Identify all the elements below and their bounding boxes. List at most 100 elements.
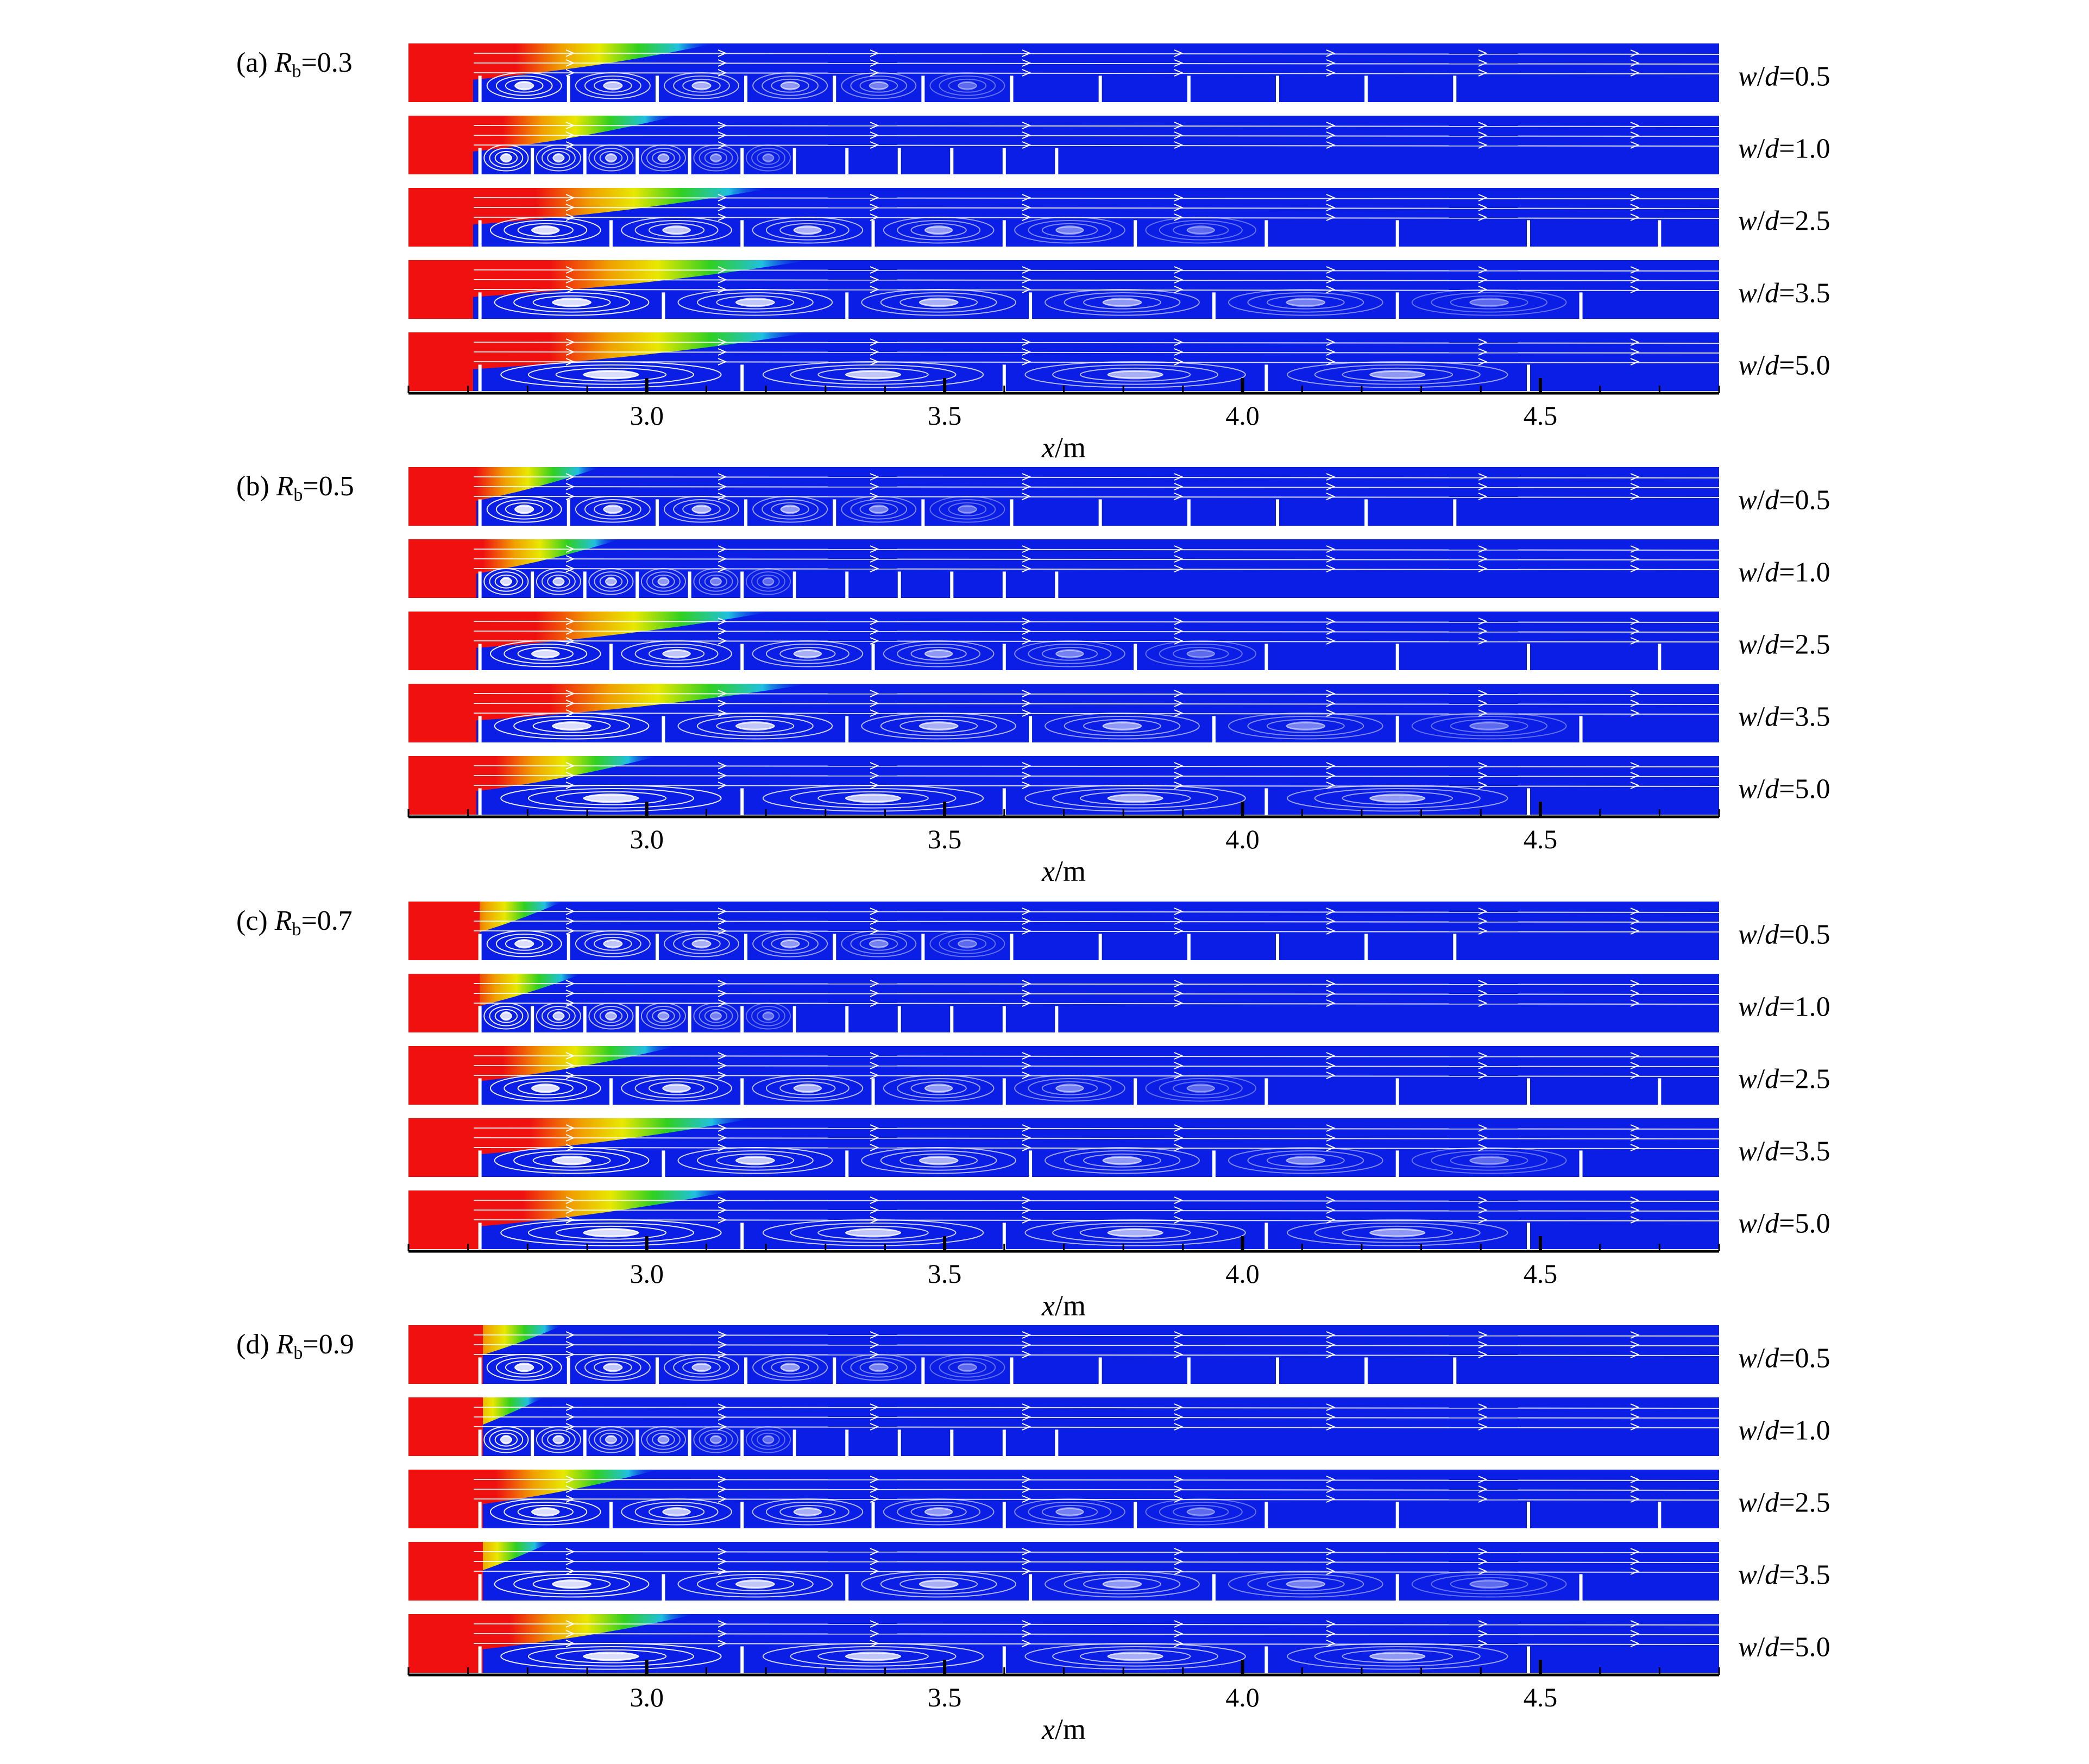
baffle xyxy=(792,571,796,598)
vortex-streamline xyxy=(1342,1225,1454,1240)
flow-arrow xyxy=(718,204,727,211)
baffle xyxy=(1453,75,1457,102)
vortex-streamline xyxy=(1228,713,1383,740)
flow-arrow xyxy=(718,122,727,129)
baffle xyxy=(531,1429,534,1456)
baffle xyxy=(792,1429,796,1456)
flow-arrow xyxy=(1022,637,1031,645)
flow-arrow xyxy=(870,999,879,1007)
flow-arrow xyxy=(565,266,575,274)
vortex-streamline xyxy=(762,1435,775,1444)
row-label: w/d=2.5 xyxy=(1738,1063,1830,1094)
flow-arrow xyxy=(1630,1640,1640,1647)
baffle xyxy=(833,499,836,526)
vortex-streamline xyxy=(765,219,850,241)
flow-arrow xyxy=(870,709,879,717)
flow-arrow xyxy=(1478,908,1488,915)
vortex-core xyxy=(869,939,888,949)
source-region xyxy=(408,332,473,391)
vortex-streamline xyxy=(779,1504,836,1519)
flow-arrow xyxy=(1478,1052,1488,1060)
flow-arrow xyxy=(1022,990,1031,997)
vortex-core xyxy=(603,939,622,949)
baffle xyxy=(609,1078,613,1105)
vortex-streamline xyxy=(762,933,819,954)
flow-arrow xyxy=(718,772,727,779)
vortex-streamline xyxy=(1028,1078,1112,1099)
vortex-streamline xyxy=(699,571,733,592)
vortex-streamline xyxy=(771,936,809,951)
flow-arrow xyxy=(870,1630,879,1637)
vortex-streamline xyxy=(1186,1084,1216,1092)
x-tick-label: 4.5 xyxy=(1524,1682,1558,1712)
vortex-core xyxy=(845,1652,901,1661)
baffle xyxy=(1275,934,1279,960)
baffle xyxy=(1527,644,1531,670)
flow-arrow xyxy=(1478,1062,1488,1069)
plume-gradient xyxy=(408,260,810,319)
flow-arrow xyxy=(870,194,879,201)
baffle xyxy=(897,1429,901,1456)
vortex-streamline xyxy=(547,1009,570,1023)
flow-arrow xyxy=(718,1423,727,1431)
flow-arrow xyxy=(1326,637,1336,645)
vortex-streamline xyxy=(646,1005,681,1026)
vortex-streamline xyxy=(869,81,889,90)
flow-arrow xyxy=(1478,204,1488,211)
flow-arrow xyxy=(565,141,575,149)
flow-arrow xyxy=(1174,618,1184,625)
vortex-streamline xyxy=(517,646,574,661)
x-axis-title: x/m xyxy=(1041,1289,1086,1322)
panel-b: (b) Rb=0.5 w/d=0.5 w/d=1.0 w/d=2.5 w/d=3.5 w/… xyxy=(236,467,1830,887)
vortex-core xyxy=(1286,298,1325,307)
baffle xyxy=(871,644,875,670)
panel-c: (c) Rb=0.7 w/d=0.5 w/d=1.0 w/d=2.5 w/d=3.5 w/… xyxy=(236,902,1830,1322)
flow-arrow xyxy=(1022,204,1031,211)
baffle xyxy=(740,1078,744,1105)
plume-gradient xyxy=(408,684,810,742)
baffle xyxy=(1579,292,1583,319)
flow-arrow xyxy=(1174,690,1184,697)
vortex-core xyxy=(515,1363,534,1372)
flow-arrow xyxy=(1326,545,1336,553)
vortex-streamline xyxy=(765,643,850,664)
vortex-streamline xyxy=(527,788,694,809)
row-label: w/d=0.5 xyxy=(1738,61,1830,92)
vortex-streamline xyxy=(850,75,908,96)
flow-arrow xyxy=(1630,772,1640,779)
baffle xyxy=(1264,644,1268,670)
baffle xyxy=(845,1006,849,1032)
flow-arrow xyxy=(1630,700,1640,707)
flow-arrow xyxy=(870,266,879,274)
baffle xyxy=(1264,788,1268,815)
vortex-streamline xyxy=(504,1078,588,1099)
flow-arrow xyxy=(1326,782,1336,789)
vortex-streamline xyxy=(751,1429,785,1450)
vortex-streamline xyxy=(939,933,996,954)
flow-arrow xyxy=(1630,999,1640,1007)
flow-arrow xyxy=(1174,1630,1184,1637)
flow-arrow xyxy=(1630,276,1640,284)
vortex-core xyxy=(781,1363,800,1372)
vortex-core xyxy=(583,793,639,803)
source-region xyxy=(408,188,473,247)
vortex-streamline xyxy=(850,1357,908,1378)
flow-arrow xyxy=(1326,1548,1336,1555)
vortex-streamline xyxy=(957,505,978,513)
source-region xyxy=(408,756,476,815)
vortex-core xyxy=(583,1652,639,1661)
source-region xyxy=(408,684,476,742)
flow-arrow xyxy=(1174,266,1184,274)
source-region xyxy=(408,1542,483,1601)
baffle xyxy=(1029,1150,1033,1177)
vortex-core xyxy=(658,577,669,587)
baffle xyxy=(871,220,875,247)
flow-arrow xyxy=(1326,49,1336,57)
vortex-streamline xyxy=(634,643,719,664)
flow-arrow xyxy=(1478,1072,1488,1079)
flow-arrow xyxy=(1478,276,1488,284)
vortex-streamline xyxy=(547,150,570,165)
flow-arrow xyxy=(565,69,575,77)
vortex-streamline xyxy=(673,499,730,520)
vortex-streamline xyxy=(1266,1577,1345,1591)
